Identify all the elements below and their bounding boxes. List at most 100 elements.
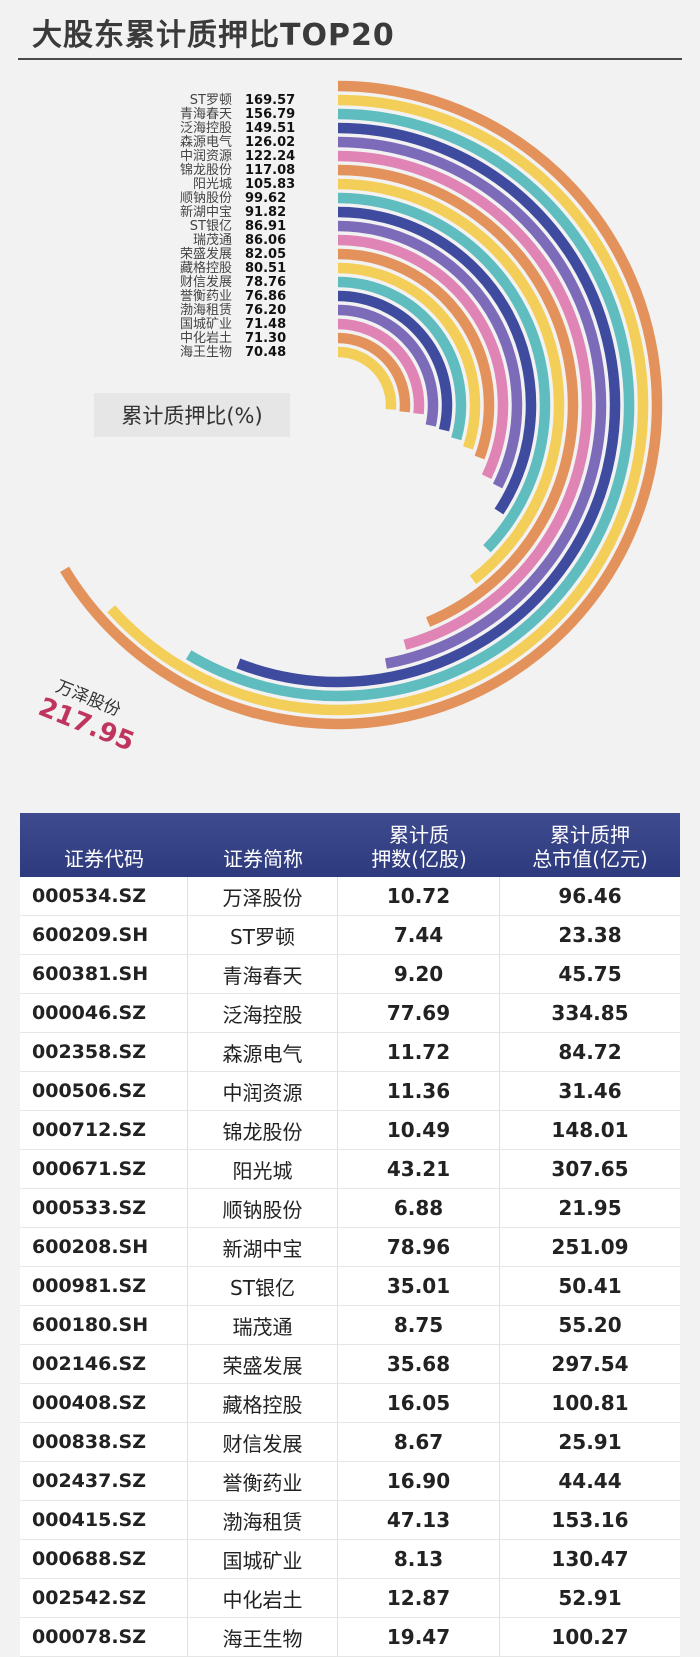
radial-label-value: 122.24 bbox=[245, 149, 295, 164]
table-row: 600208.SH 新湖中宝 78.96 251.09 bbox=[20, 1228, 680, 1267]
table-cell: 334.85 bbox=[551, 1001, 629, 1025]
table-cell: 297.54 bbox=[551, 1352, 629, 1376]
table-cell: 8.75 bbox=[338, 1306, 500, 1344]
radial-label-value: 80.51 bbox=[245, 261, 286, 276]
radial-label-value: 169.57 bbox=[245, 93, 295, 108]
table-cell: 11.36 bbox=[338, 1072, 500, 1110]
table-cell: 荣盛发展 bbox=[188, 1345, 338, 1383]
table-row: 000838.SZ 财信发展 8.67 25.91 bbox=[20, 1423, 680, 1462]
radial-label-value: 76.86 bbox=[245, 289, 286, 304]
table-cell: 中化岩土 bbox=[188, 1579, 338, 1617]
table-cell: 16.90 bbox=[338, 1462, 500, 1500]
radial-bar-ST银亿 bbox=[337, 220, 523, 489]
radial-bar-ST罗顿 bbox=[107, 94, 649, 716]
table-cell: 45.75 bbox=[558, 962, 622, 986]
table-cell: 148.01 bbox=[551, 1118, 629, 1142]
table-row: 600209.SH ST罗顿 7.44 23.38 bbox=[20, 916, 680, 955]
table-cell: 307.65 bbox=[551, 1157, 629, 1181]
table-cell: 21.95 bbox=[558, 1196, 622, 1220]
radial-label-value: 117.08 bbox=[245, 163, 295, 178]
table-row: 000534.SZ 万泽股份 10.72 96.46 bbox=[20, 877, 680, 916]
radial-bar-万泽股份 bbox=[60, 80, 663, 730]
table-cell: 藏格控股 bbox=[188, 1384, 338, 1422]
table-cell: 43.21 bbox=[338, 1150, 500, 1188]
table-cell: 19.47 bbox=[338, 1618, 500, 1656]
radial-label-name: 财信发展 bbox=[180, 274, 232, 290]
table-cell: 78.96 bbox=[338, 1228, 500, 1266]
table-cell: 000046.SZ bbox=[20, 994, 188, 1032]
table-cell: 16.05 bbox=[338, 1384, 500, 1422]
table-cell: 000981.SZ bbox=[20, 1267, 188, 1305]
table-row: 002437.SZ 誉衡药业 16.90 44.44 bbox=[20, 1462, 680, 1501]
table-cell: 100.27 bbox=[551, 1625, 629, 1649]
table-cell: ST银亿 bbox=[188, 1267, 338, 1305]
table-cell: 100.81 bbox=[551, 1391, 629, 1415]
radial-label-name: 誉衡药业 bbox=[180, 289, 232, 304]
radial-bar-阳光城 bbox=[337, 178, 565, 585]
radial-bar-海王生物 bbox=[337, 346, 397, 410]
table-cell: 锦龙股份 bbox=[188, 1111, 338, 1149]
table-body: 000534.SZ 万泽股份 10.72 96.46 600209.SH ST罗顿 7.44… bbox=[20, 877, 680, 1657]
radial-bar-渤海租赁 bbox=[337, 304, 439, 427]
radial-bar-顺钠股份 bbox=[337, 192, 551, 553]
radial-label-name: 中化岩土 bbox=[180, 331, 232, 346]
table-header-text: 累计质押 总市值(亿元) bbox=[532, 823, 648, 871]
legend-box bbox=[94, 393, 290, 437]
radial-label-value: 78.76 bbox=[245, 275, 286, 290]
table-cell: 11.72 bbox=[338, 1033, 500, 1071]
table-cell: 251.09 bbox=[551, 1235, 629, 1259]
table-row: 000408.SZ 藏格控股 16.05 100.81 bbox=[20, 1384, 680, 1423]
table-cell: 阳光城 bbox=[188, 1150, 338, 1188]
table-row: 000712.SZ 锦龙股份 10.49 148.01 bbox=[20, 1111, 680, 1150]
radial-label-value: 71.30 bbox=[245, 331, 286, 346]
table-header-cell: 累计质押 总市值(亿元) bbox=[500, 813, 680, 877]
radial-bar-森源电气 bbox=[337, 136, 607, 669]
radial-bar-中化岩土 bbox=[337, 332, 411, 413]
table-cell: 000078.SZ bbox=[20, 1618, 188, 1656]
table-cell: 000415.SZ bbox=[20, 1501, 188, 1539]
table-cell: 002542.SZ bbox=[20, 1579, 188, 1617]
radial-label-name: 顺钠股份 bbox=[180, 191, 232, 206]
radial-label-name: 新湖中宝 bbox=[180, 204, 232, 220]
table-cell: 渤海租赁 bbox=[188, 1501, 338, 1539]
table-cell: 25.91 bbox=[558, 1430, 622, 1454]
table-row: 002358.SZ 森源电气 11.72 84.72 bbox=[20, 1033, 680, 1072]
radial-bar-荣盛发展 bbox=[337, 248, 495, 460]
table-cell: 新湖中宝 bbox=[188, 1228, 338, 1266]
table-row: 000981.SZ ST银亿 35.01 50.41 bbox=[20, 1267, 680, 1306]
table-cell: 森源电气 bbox=[188, 1033, 338, 1071]
radial-label-name: 渤海租赁 bbox=[180, 302, 232, 318]
table-cell: 财信发展 bbox=[188, 1423, 338, 1461]
radial-label-name: ST罗顿 bbox=[190, 93, 232, 108]
radial-label-name: 海王生物 bbox=[180, 345, 232, 360]
table-cell: 35.68 bbox=[338, 1345, 500, 1383]
table-cell: 000506.SZ bbox=[20, 1072, 188, 1110]
radial-bar-泛海控股 bbox=[236, 122, 621, 688]
table-cell: 6.88 bbox=[338, 1189, 500, 1227]
table-cell: 96.46 bbox=[558, 884, 622, 908]
table-cell: 000838.SZ bbox=[20, 1423, 188, 1461]
table-row: 600381.SH 青海春天 9.20 45.75 bbox=[20, 955, 680, 994]
radial-label-name: 青海春天 bbox=[180, 107, 232, 122]
table-cell: 130.47 bbox=[551, 1547, 629, 1571]
table-cell: 000533.SZ bbox=[20, 1189, 188, 1227]
table-cell: 12.87 bbox=[338, 1579, 500, 1617]
radial-label-name: 瑞茂通 bbox=[193, 233, 232, 248]
radial-label-value: 99.62 bbox=[245, 191, 286, 206]
radial-label-value: 149.51 bbox=[245, 121, 295, 136]
radial-bar-chart: ST罗顿 169.57 青海春天 156.79 泛海控股 149.51 森源电气 126.02… bbox=[34, 80, 663, 758]
table-cell: 9.20 bbox=[338, 955, 500, 993]
radial-bar-财信发展 bbox=[337, 276, 467, 441]
table-row: 000078.SZ 海王生物 19.47 100.27 bbox=[20, 1618, 680, 1657]
radial-label-name: 藏格控股 bbox=[180, 260, 232, 276]
table-cell: 泛海控股 bbox=[188, 994, 338, 1032]
table-cell: 000712.SZ bbox=[20, 1111, 188, 1149]
table-cell: 50.41 bbox=[558, 1274, 622, 1298]
table-cell: 600209.SH bbox=[20, 916, 188, 954]
table-cell: 顺钠股份 bbox=[188, 1189, 338, 1227]
radial-bar-新湖中宝 bbox=[337, 206, 537, 515]
radial-label-name: 荣盛发展 bbox=[180, 246, 232, 262]
radial-bar-藏格控股 bbox=[337, 262, 481, 450]
table-row: 002146.SZ 荣盛发展 35.68 297.54 bbox=[20, 1345, 680, 1384]
table-cell: 600381.SH bbox=[20, 955, 188, 993]
